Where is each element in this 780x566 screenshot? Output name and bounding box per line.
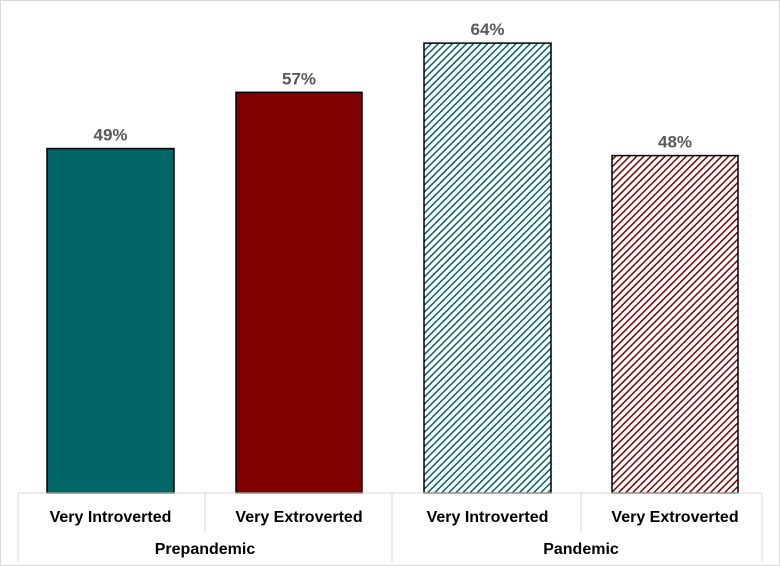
bar-prepandemic-very-extroverted — [235, 91, 363, 494]
group-label: Pandemic — [543, 541, 619, 558]
category-label: Very Introverted — [50, 509, 172, 526]
bar-prepandemic-very-introverted — [46, 147, 175, 494]
data-label: 57% — [282, 69, 316, 88]
group-label: Prepandemic — [155, 541, 256, 558]
category-label: Very Introverted — [427, 509, 549, 526]
category-axis: Very Introverted Very Extroverted Very Int… — [17, 492, 763, 562]
labels-layer: 49% 57% 64% 48% — [93, 20, 692, 151]
category-label: Very Extroverted — [235, 509, 362, 526]
data-label: 64% — [470, 20, 504, 39]
data-label: 48% — [658, 133, 692, 152]
category-label: Very Extroverted — [611, 509, 738, 526]
data-label: 49% — [93, 126, 127, 145]
bars-layer — [46, 42, 739, 494]
bar-pandemic-very-introverted — [423, 42, 552, 494]
bar-pandemic-very-extroverted — [611, 154, 739, 494]
